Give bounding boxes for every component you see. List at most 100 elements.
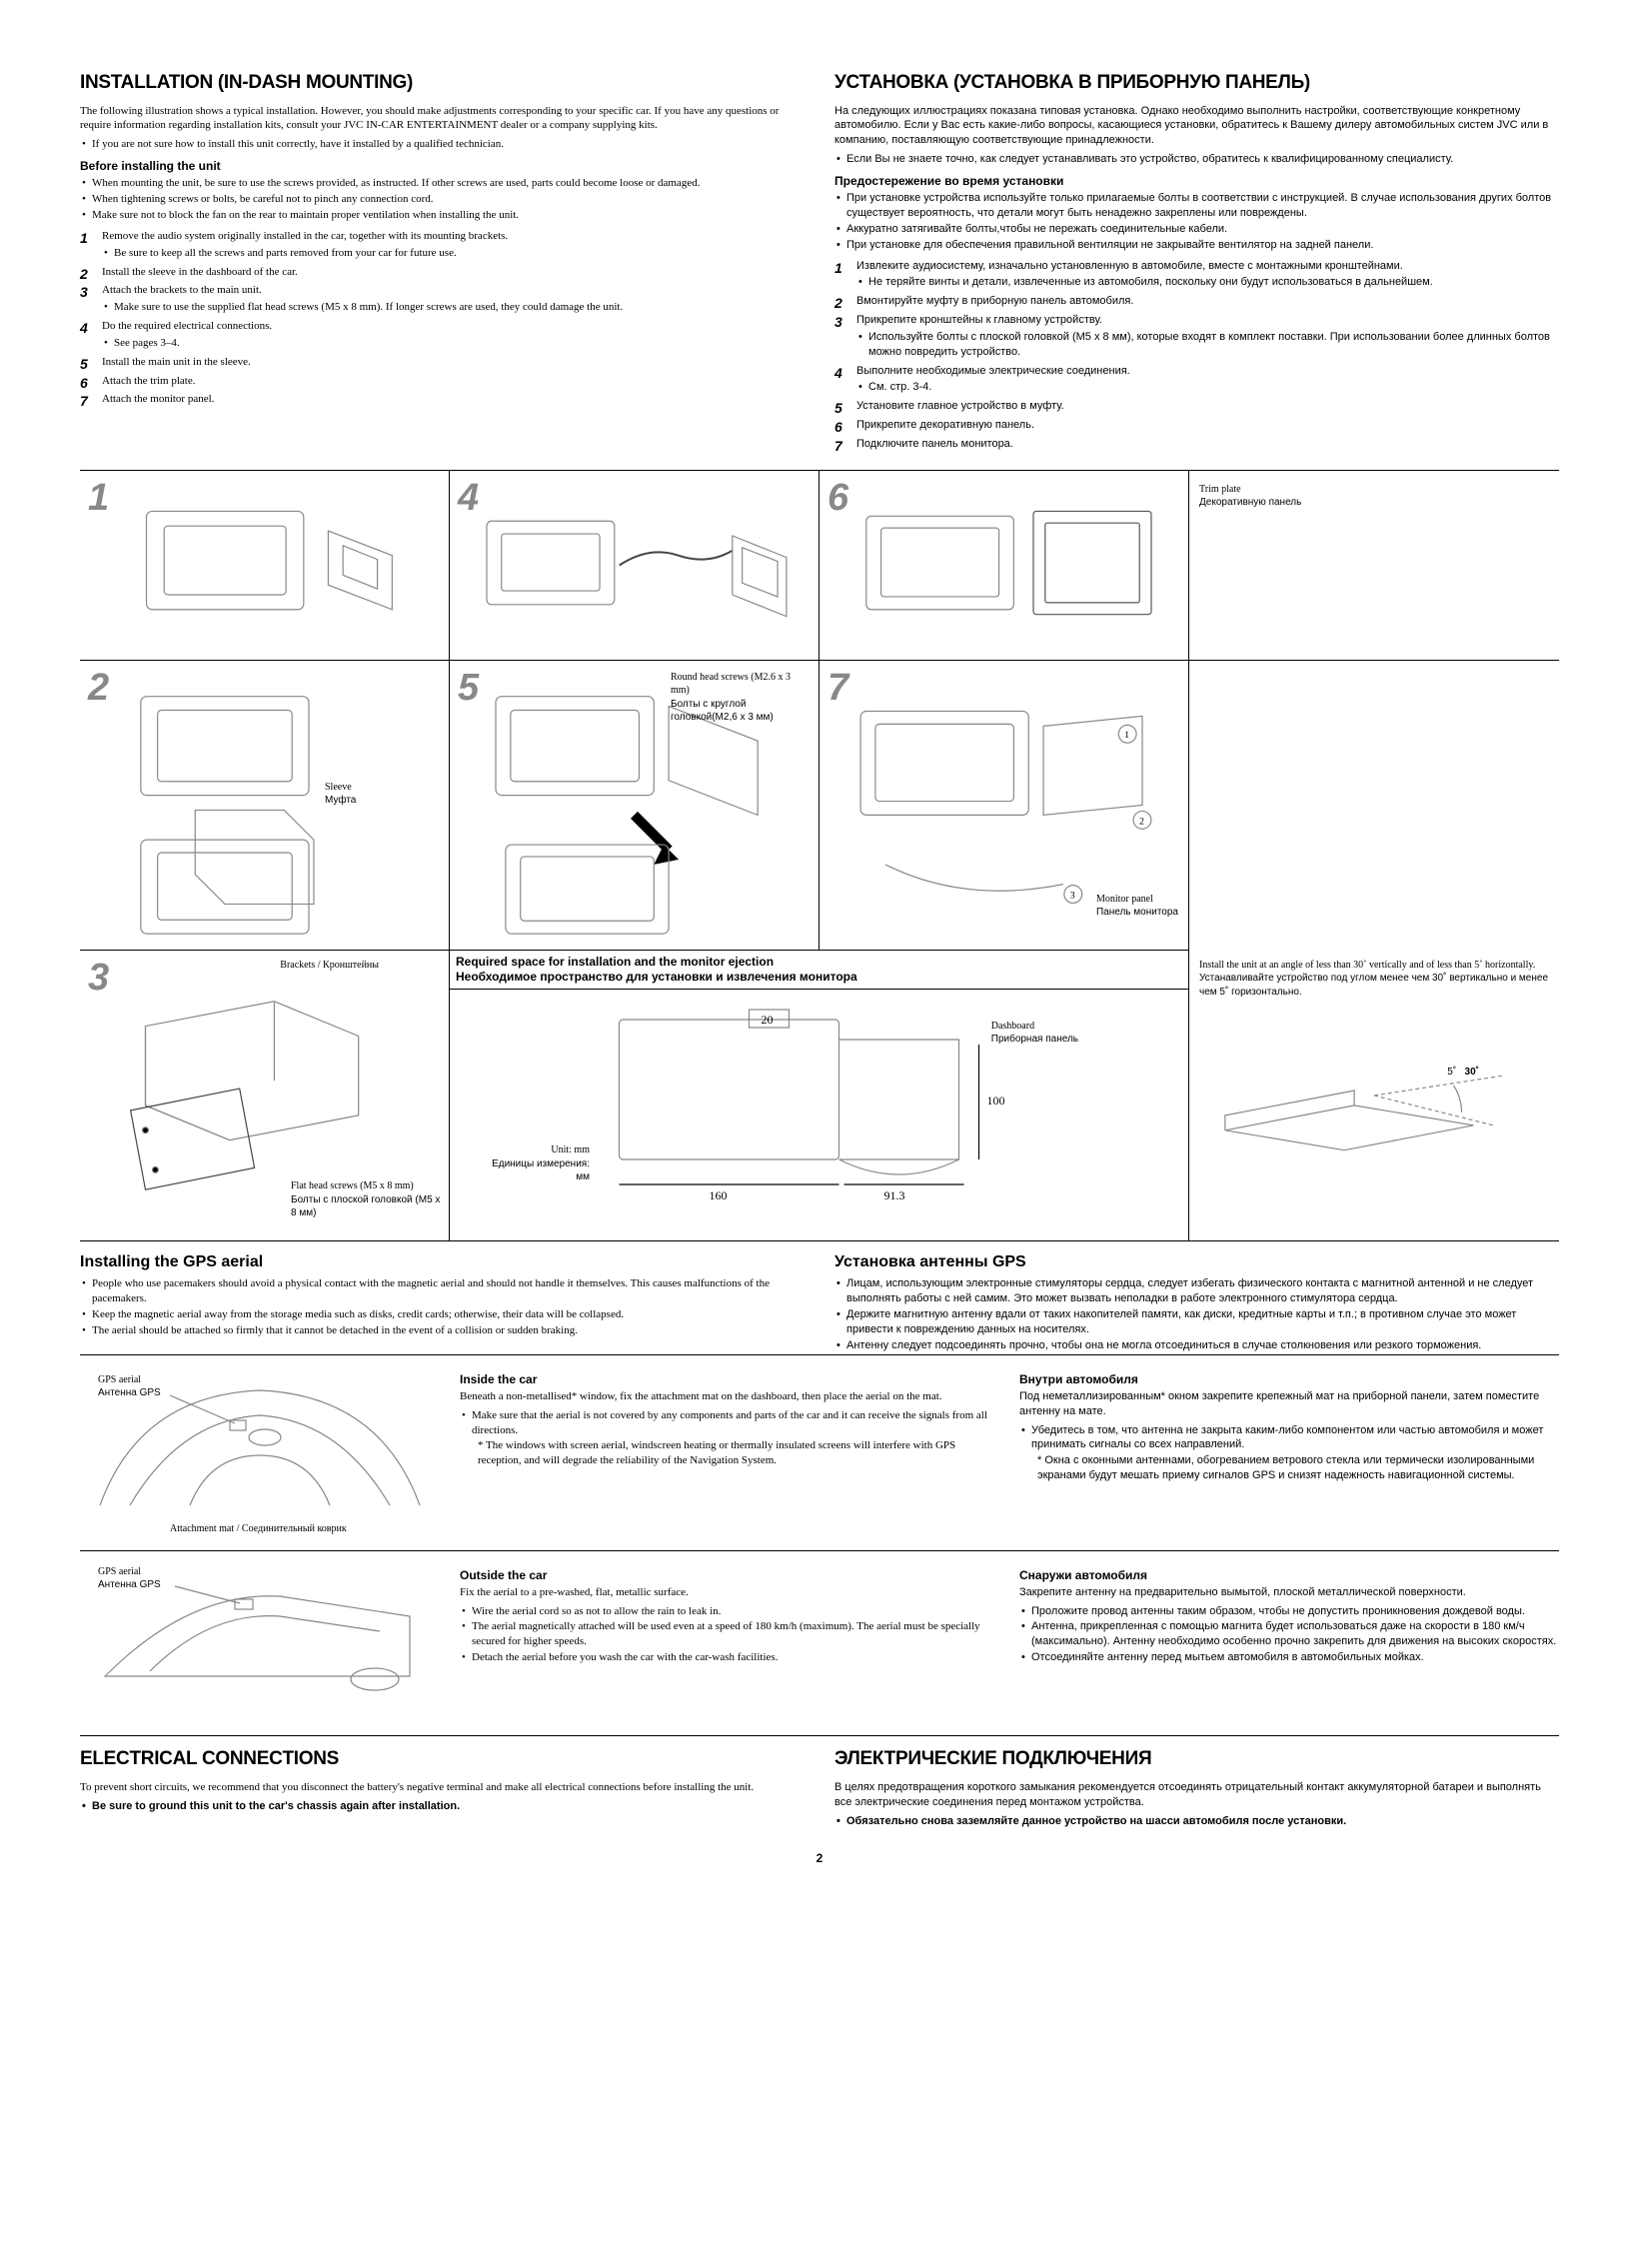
step-item: 7Attach the monitor panel. (80, 392, 805, 407)
section-title-installation-ru: УСТАНОВКА (УСТАНОВКА В ПРИБОРНУЮ ПАНЕЛЬ) (834, 70, 1559, 96)
step-item: 7Подключите панель монитора. (834, 437, 1559, 452)
dashboard-label-en: Dashboard (991, 1020, 1078, 1034)
angle-diagram-icon (1195, 1001, 1553, 1180)
required-space-panel: Required space for installation and the … (450, 951, 1189, 1240)
intro-en: The following illustration shows a typic… (80, 104, 805, 134)
before-bullet: При установке устройства используйте тол… (834, 191, 1559, 221)
flat-screw-label-ru: Болты с плоской головкой (M5 x 8 мм) (291, 1193, 441, 1220)
dim-w1: 160 (710, 1188, 728, 1202)
step-item: 2Вмонтируйте муфту в приборную панель ав… (834, 294, 1559, 309)
inside-title-en: Inside the car (460, 1371, 999, 1387)
trim-label-en: Trim plate (1199, 483, 1549, 497)
gps-title-ru: Установка антенны GPS (834, 1251, 1559, 1273)
before-bullet: При установке для обеспечения правильной… (834, 238, 1559, 253)
gps-aerial-label-ru: Антенна GPS (98, 1386, 161, 1400)
dash-removal-icon (86, 477, 443, 654)
step-item: 3Attach the brackets to the main unit. M… (80, 283, 805, 315)
step-item: 4Do the required electrical connections.… (80, 319, 805, 351)
diagram-step-5: 5 Round head screws (M2.6 x 3 mm) Болты … (450, 661, 820, 951)
step-item: 1Извлеките аудиосистему, изначально уста… (834, 259, 1559, 291)
outside-bullet: Отсоединяйте антенну перед мытьем автомо… (1019, 1650, 1559, 1665)
sleeve-label-en: Sleeve (325, 781, 356, 795)
monitor-label-ru: Панель монитора (1096, 906, 1178, 920)
elec-title-en: ELECTRICAL CONNECTIONS (80, 1746, 805, 1772)
attachment-mat-label: Attachment mat / Соединительный коврик (170, 1522, 347, 1536)
gps-bullet: People who use pacemakers should avoid a… (80, 1276, 805, 1306)
outside-bullet: The aerial magnetically attached will be… (460, 1619, 999, 1649)
step-item: 4Выполните необходимые электрические сое… (834, 364, 1559, 396)
intro-ru: На следующих иллюстрациях показана типов… (834, 104, 1559, 149)
brackets-label: Brackets / Кронштейны (280, 959, 379, 973)
outside-text-ru: Закрепите антенну на предварительно вымы… (1019, 1585, 1559, 1600)
trim-label-ru: Декоративную панель (1199, 496, 1549, 510)
page-number: 2 (80, 1850, 1559, 1866)
gps-inside-row: GPS aerial Антенна GPS Attachment mat / … (80, 1354, 1559, 1550)
inside-bullet-en: Make sure that the aerial is not covered… (460, 1408, 999, 1438)
monitor-label-en: Monitor panel (1096, 893, 1178, 907)
elec-text-ru: В целях предотвращения короткого замыкан… (834, 1780, 1559, 1810)
outside-bullet: Проложите провод антенны таким образом, … (1019, 1604, 1559, 1619)
gps-outside-row: GPS aerial Антенна GPS Outside the car F… (80, 1550, 1559, 1726)
req-space-title-ru: Необходимое пространство для установки и… (456, 970, 1182, 985)
before-bullet: When tightening screws or bolts, be care… (80, 192, 805, 207)
inside-title-ru: Внутри автомобиля (1019, 1371, 1559, 1387)
angle-text-ru: Устанавливайте устройство под углом мене… (1199, 972, 1549, 999)
angle-panel: Install the unit at an angle of less tha… (1189, 951, 1559, 1240)
angle-5-label: 5˚ (1447, 1067, 1456, 1078)
inside-note-ru: * Окна с оконными антеннами, обогревание… (1019, 1453, 1559, 1483)
dim-top: 20 (762, 1013, 774, 1027)
gps-aerial-label-en: GPS aerial (98, 1373, 161, 1387)
round-screw-label-ru: Болты с круглой головкой(M2,6 x 3 мм) (671, 698, 811, 725)
diagram-step-3: 3 Brackets / Кронштейны Flat head screws… (80, 951, 450, 1240)
inside-bullet-ru: Убедитесь в том, что антенна не закрыта … (1019, 1423, 1559, 1453)
before-bullet: Make sure not to block the fan on the re… (80, 208, 805, 223)
step-item: 6Attach the trim plate. (80, 374, 805, 389)
angle-30-label: 30˚ (1465, 1067, 1479, 1078)
wiring-icon (456, 477, 813, 654)
angle-text-en: Install the unit at an angle of less tha… (1199, 959, 1549, 973)
diagram-step-4: 4 (450, 471, 820, 661)
before-title-ru: Предостережение во время установки (834, 173, 1559, 189)
elec-text-en: To prevent short circuits, we recommend … (80, 1780, 805, 1795)
gps-bullet: Антенну следует подсоединять прочно, что… (834, 1338, 1559, 1353)
dim-h: 100 (987, 1094, 1005, 1108)
sleeve-install-icon (86, 667, 443, 944)
step-item: 1Remove the audio system originally inst… (80, 229, 805, 261)
step-item: 6Прикрепите декоративную панель. (834, 418, 1559, 433)
req-space-title-en: Required space for installation and the … (456, 955, 1182, 970)
svg-text:2: 2 (1139, 816, 1144, 827)
dim-w2: 91.3 (884, 1188, 905, 1202)
outside-text-en: Fix the aerial to a pre-washed, flat, me… (460, 1585, 999, 1600)
svg-text:3: 3 (1070, 890, 1075, 901)
gps-aerial-label-ru-2: Антенна GPS (98, 1578, 161, 1592)
gps-aerial-label-en-2: GPS aerial (98, 1565, 161, 1579)
gps-bullet: Держите магнитную антенну вдали от таких… (834, 1307, 1559, 1337)
intro-bullet-ru: Если Вы не знаете точно, как следует уст… (834, 152, 1559, 167)
step-item: 5Install the main unit in the sleeve. (80, 355, 805, 370)
elec-bullet-en: Be sure to ground this unit to the car's… (80, 1799, 805, 1814)
outside-title-ru: Снаружи автомобиля (1019, 1567, 1559, 1583)
unit-label-ru: Единицы измерения: мм (490, 1157, 590, 1184)
step-item: 3Прикрепите кронштейны к главному устрой… (834, 313, 1559, 360)
diagram-step-6: 6 (820, 471, 1189, 661)
inside-note-en: * The windows with screen aerial, windsc… (460, 1438, 999, 1468)
round-screw-label-en: Round head screws (M2.6 x 3 mm) (671, 671, 811, 698)
dashboard-label-ru: Приборная панель (991, 1033, 1078, 1047)
step-item: 2Install the sleeve in the dashboard of … (80, 265, 805, 280)
section-title-installation-en: INSTALLATION (IN-DASH MOUNTING) (80, 70, 805, 96)
gps-bullet: The aerial should be attached so firmly … (80, 1323, 805, 1338)
diagram-step-2: 2 Sleeve Муфта (80, 661, 450, 951)
sleeve-label-ru: Муфта (325, 794, 356, 808)
before-bullet: When mounting the unit, be sure to use t… (80, 176, 805, 191)
outside-bullet: Wire the aerial cord so as not to allow … (460, 1604, 999, 1619)
trim-plate-icon (825, 477, 1182, 654)
unit-label-en: Unit: mm (490, 1143, 590, 1157)
before-bullet: Аккуратно затягивайте болты,чтобы не пер… (834, 222, 1559, 237)
gps-bullet: Лицам, использующим электронные стимулят… (834, 1276, 1559, 1306)
svg-text:1: 1 (1124, 730, 1129, 741)
inside-text-ru: Под неметаллизированным* окном закрепите… (1019, 1389, 1559, 1419)
elec-title-ru: ЭЛЕКТРИЧЕСКИЕ ПОДКЛЮЧЕНИЯ (834, 1746, 1559, 1772)
diagram-spacer (1189, 661, 1559, 951)
installation-diagram: 1 4 6 (80, 470, 1559, 1241)
diagram-step-1: 1 (80, 471, 450, 661)
